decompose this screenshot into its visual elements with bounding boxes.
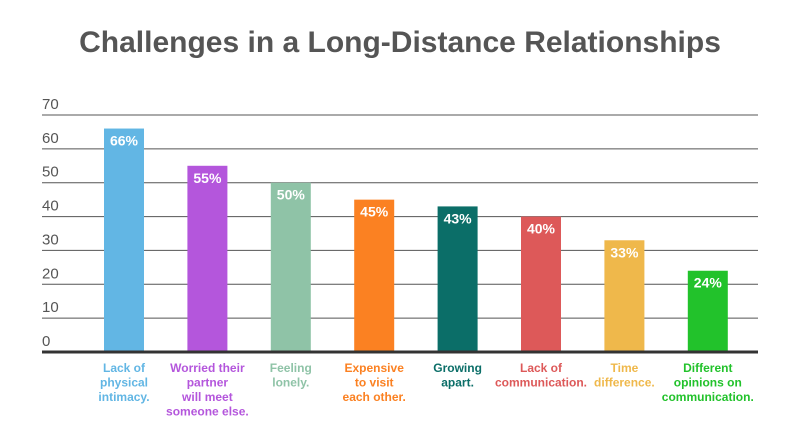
category-label-line: physical [100, 376, 148, 390]
y-tick-label: 70 [42, 96, 59, 113]
y-tick-label: 20 [42, 265, 59, 282]
category-label-line: communication. [662, 390, 754, 404]
bar-value-label: 24% [694, 275, 723, 291]
category-label-line: Lack of [520, 361, 563, 375]
category-label-line: Different [683, 361, 732, 375]
category-label-line: Growing [433, 361, 482, 375]
category-label: Time difference. [594, 361, 655, 390]
category-label-line: opinions on [674, 376, 742, 390]
bar [437, 206, 478, 352]
y-axis-ticks: 0 10 20 30 40 50 60 70 [42, 96, 59, 350]
bar-value-label: 50% [277, 187, 306, 203]
category-label: Worried their partner will meet someone els… [166, 361, 249, 419]
category-label: Feeling lonely. [270, 361, 312, 390]
gridlines [42, 114, 758, 319]
category-label-line: Feeling [270, 361, 312, 375]
y-tick-label: 0 [42, 333, 50, 350]
category-label-line: apart. [441, 376, 474, 390]
category-label-line: intimacy. [98, 390, 149, 404]
category-label-line: each other. [343, 390, 406, 404]
category-label-line: lonely. [272, 376, 309, 390]
category-label-line: partner [187, 376, 229, 390]
chart-title: Challenges in a Long-Distance Relationsh… [79, 26, 721, 59]
category-labels: Lack of physical intimacy.Worried their par… [98, 361, 753, 419]
bar-value-label: 33% [610, 244, 639, 260]
category-label-line: difference. [594, 376, 655, 390]
category-label: Different opinions on communication. [662, 361, 754, 404]
bar [604, 240, 645, 352]
y-tick-label: 50 [42, 164, 59, 181]
category-label: Lack of physical intimacy. [98, 361, 149, 404]
category-label-line: someone else. [166, 405, 249, 419]
category-label-line: Worried their [170, 361, 245, 375]
category-label-line: to visit [355, 376, 394, 390]
bar [521, 216, 561, 352]
category-label-line: communication. [495, 376, 587, 390]
y-tick-label: 40 [42, 198, 59, 215]
category-label: Expensive to visit each other. [343, 361, 406, 404]
category-label: Lack of communication. [495, 361, 587, 390]
bars: 66% 55% 50% 45% 43% 40% 33% 24% [104, 128, 728, 352]
bar [270, 182, 311, 352]
bar-value-label: 43% [444, 210, 473, 226]
bar-value-label: 45% [360, 204, 389, 220]
y-tick-label: 30 [42, 231, 59, 248]
category-label-line: will meet [181, 390, 233, 404]
category-label: Growing apart. [433, 361, 482, 390]
y-tick-label: 60 [42, 130, 59, 147]
bar [104, 128, 144, 352]
category-label-line: Expensive [345, 361, 405, 375]
bar-value-label: 55% [193, 170, 222, 186]
bar-value-label: 40% [527, 221, 556, 237]
bar [354, 199, 395, 352]
bar-value-label: 66% [110, 133, 139, 149]
bar [687, 270, 728, 352]
bar [187, 165, 228, 352]
category-label-line: Lack of [103, 361, 146, 375]
category-label-line: Time [611, 361, 639, 375]
y-tick-label: 10 [42, 299, 59, 316]
